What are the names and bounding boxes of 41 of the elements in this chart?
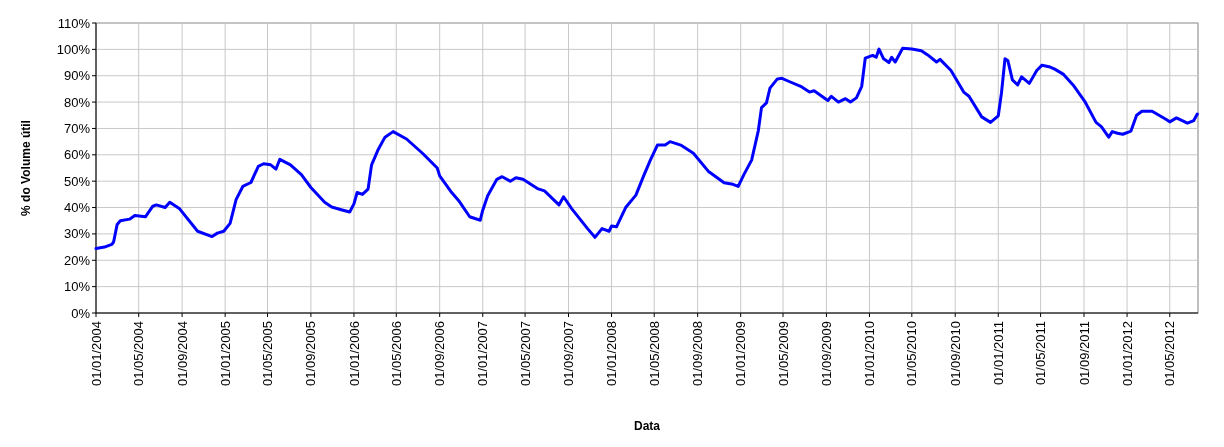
x-tick-label: 01/01/2010	[862, 321, 878, 387]
y-tick-label: 0%	[71, 305, 91, 321]
y-tick-label: 110%	[57, 15, 91, 31]
x-tick-label: 01/05/2012	[1162, 321, 1178, 387]
x-tick-label: 01/05/2010	[904, 321, 920, 387]
x-tick-label: 01/05/2008	[646, 321, 662, 387]
x-axis-title: Data	[633, 419, 661, 433]
y-tick-label: 10%	[63, 279, 91, 295]
x-tick-label: 01/05/2009	[775, 321, 791, 387]
y-tick-label: 100%	[56, 41, 91, 57]
y-tick-label: 20%	[63, 252, 91, 268]
y-tick-label: 80%	[63, 94, 91, 110]
line-series	[94, 46, 1199, 250]
y-tick-label: 90%	[63, 68, 91, 84]
y-tick-label: 70%	[63, 121, 91, 136]
y-tick-label: 40%	[63, 200, 91, 216]
x-tick-label: 01/01/2012	[1119, 321, 1135, 387]
x-tick-label: 01/01/2004	[88, 321, 104, 387]
x-tick-label: 01/09/2008	[690, 321, 706, 387]
x-tick-label: 01/01/2007	[475, 321, 491, 387]
x-tick-label: 01/05/2004	[131, 321, 147, 387]
y-axis-title: % do Volume útil	[19, 120, 33, 216]
x-tick-label: 01/09/2005	[303, 321, 319, 387]
x-tick-label: 01/05/2007	[517, 321, 533, 387]
x-tick-label: 01/09/2006	[432, 321, 448, 387]
x-tick-label: 01/05/2011	[1033, 321, 1049, 386]
x-tick-label: 01/01/2009	[733, 321, 749, 387]
x-tick-label: 01/09/2010	[947, 321, 963, 387]
y-tick-label: 30%	[63, 226, 91, 242]
x-tick-label: 01/09/2009	[818, 321, 834, 387]
y-tick-label: 50%	[63, 173, 91, 189]
x-tick-label: 01/01/2011	[990, 321, 1006, 386]
y-tick-label: 60%	[63, 147, 91, 163]
x-tick-label: 01/01/2006	[346, 321, 362, 387]
x-tick-label: 01/09/2007	[561, 321, 577, 387]
x-tick-label: 01/09/2004	[174, 321, 190, 387]
x-tick-label: 01/09/2011	[1076, 321, 1092, 386]
x-tick-label: 01/05/2006	[388, 321, 404, 387]
x-tick-label: 01/01/2008	[604, 321, 620, 387]
x-tick-label: 01/01/2005	[217, 321, 233, 387]
x-tick-label: 01/05/2005	[260, 321, 276, 387]
